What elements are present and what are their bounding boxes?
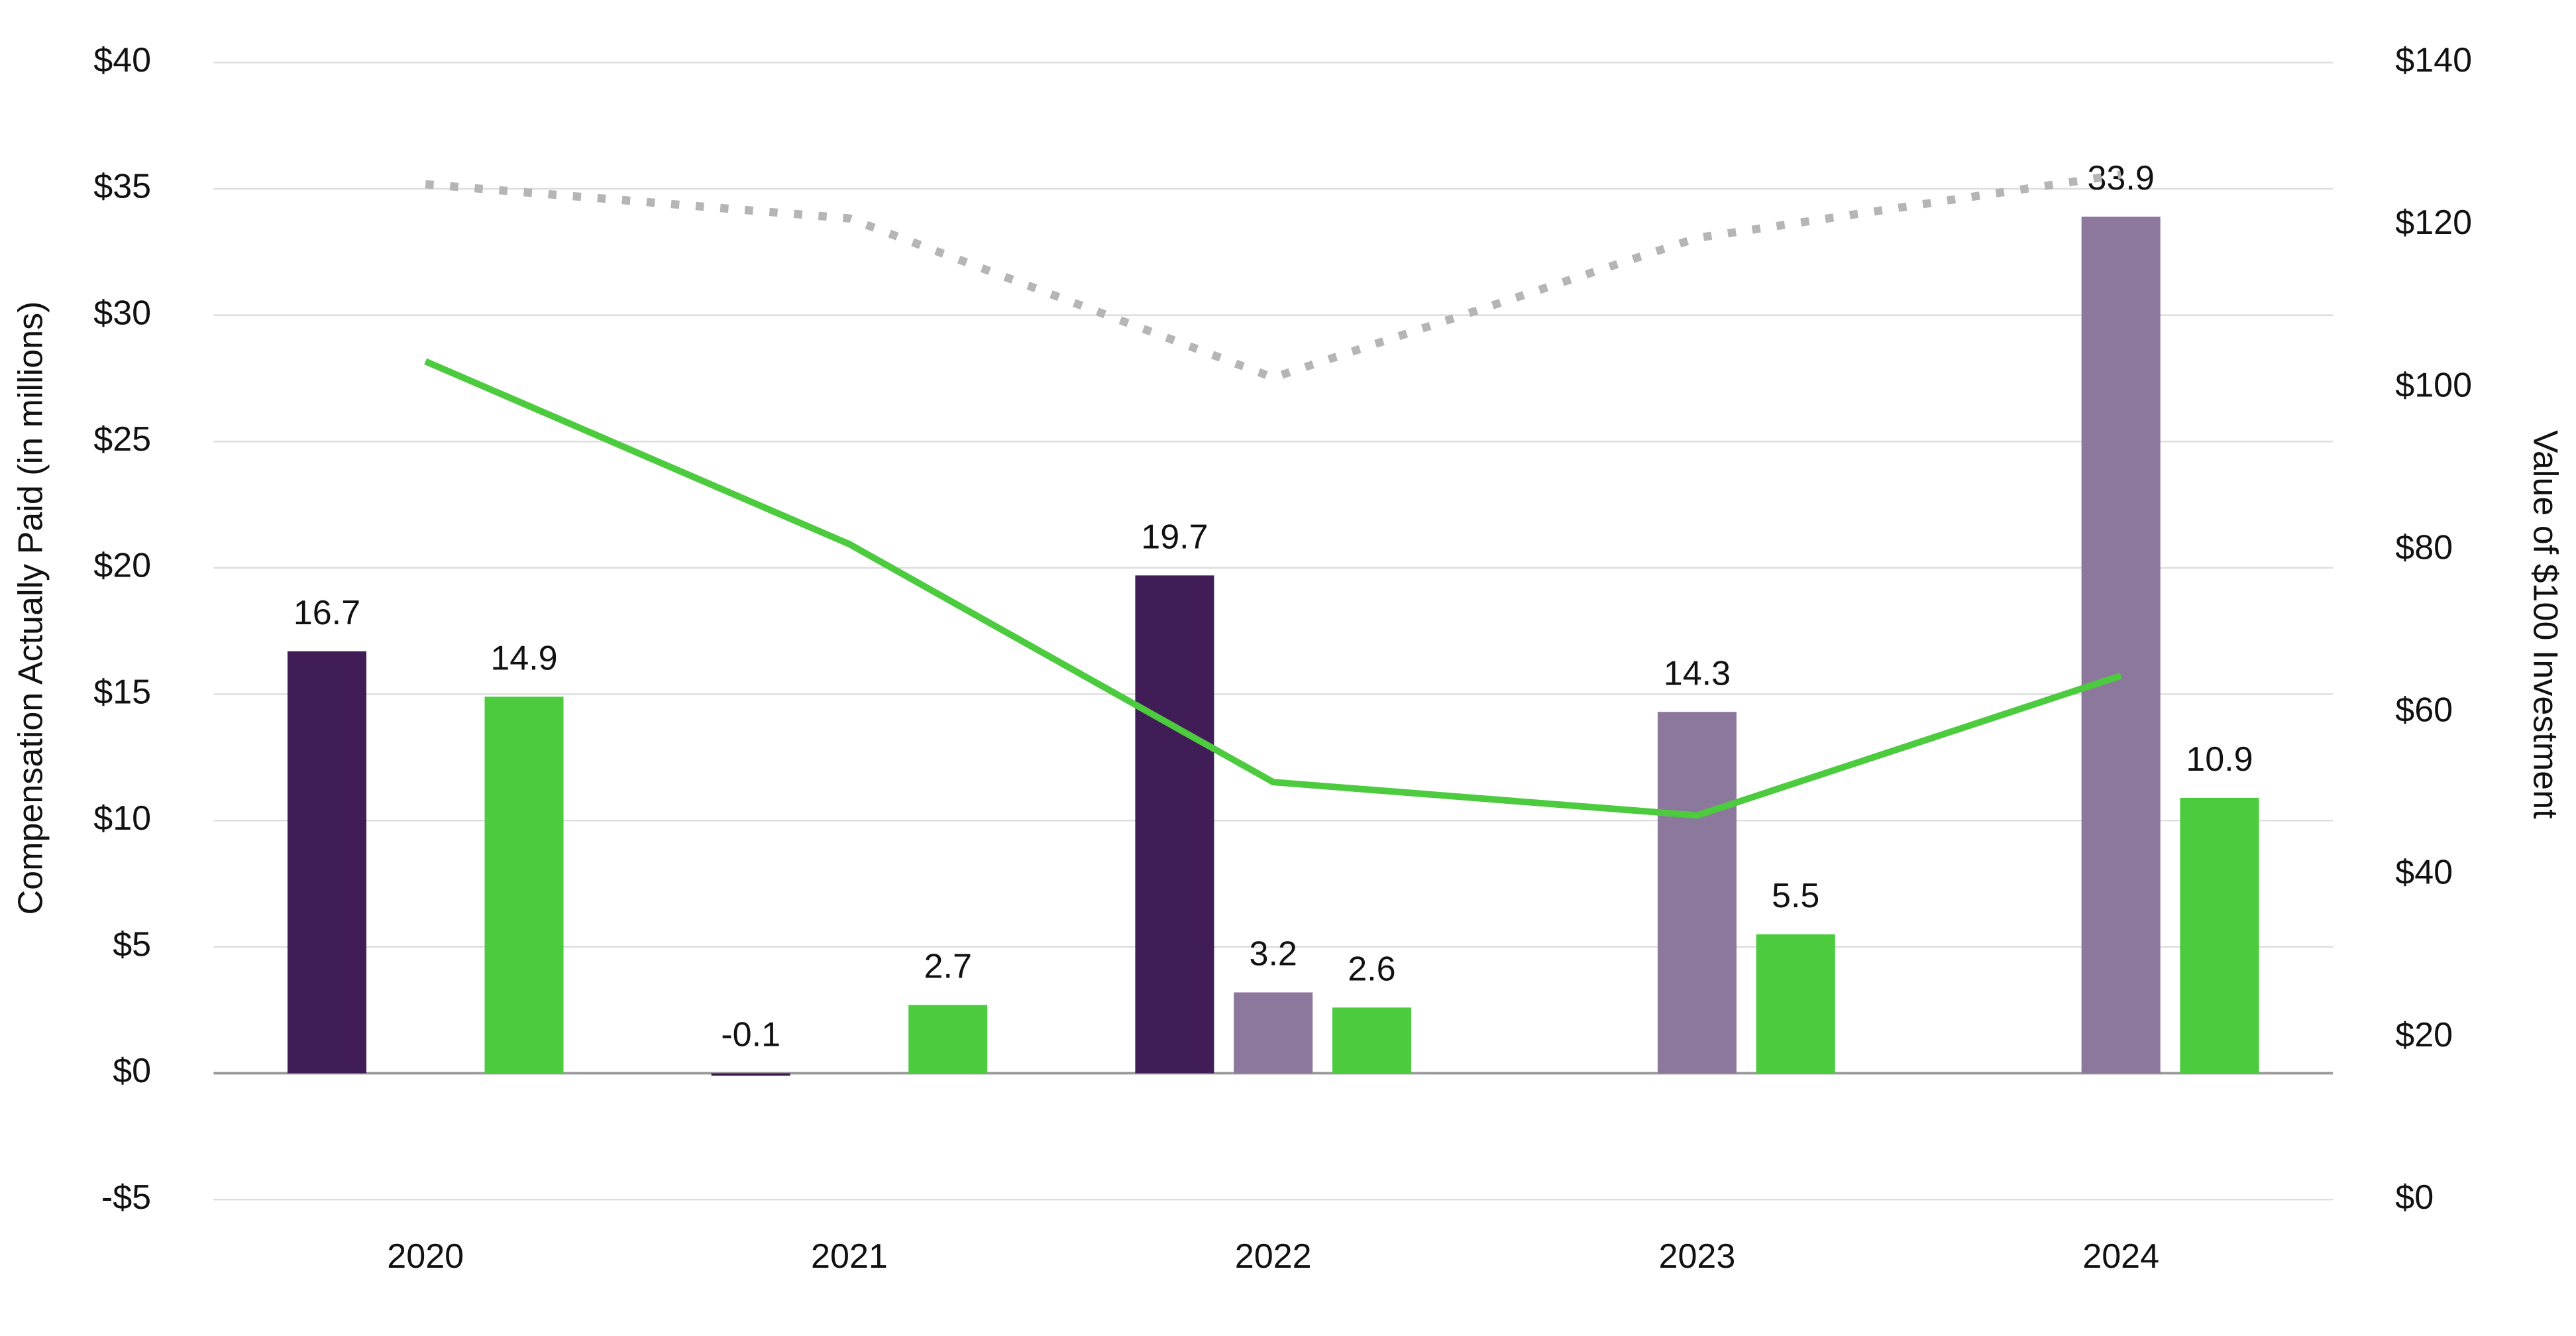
y-tick-label: $5 <box>113 926 151 964</box>
bar <box>484 696 564 1074</box>
y-tick-label: $0 <box>113 1052 151 1090</box>
data-label: -0.1 <box>721 1016 780 1054</box>
x-tick-label: 2023 <box>1659 1237 1736 1276</box>
x-tick-label: 2021 <box>811 1237 888 1276</box>
y-axis-label: Compensation Actually Paid (in millions) <box>11 302 50 915</box>
y-tick-label: $15 <box>93 673 151 711</box>
data-label: 19.7 <box>1141 518 1208 557</box>
data-label: 2.6 <box>1348 950 1395 989</box>
x-tick-label: 2024 <box>2082 1237 2159 1276</box>
bar <box>2081 216 2161 1074</box>
data-label: 14.9 <box>490 640 557 678</box>
y-tick-label: -$5 <box>101 1178 151 1217</box>
y2-tick-label: $40 <box>2395 854 2453 892</box>
bar <box>908 1005 988 1074</box>
dotted-line <box>425 170 2122 382</box>
bar <box>1234 992 1313 1074</box>
bar <box>287 651 366 1074</box>
x-tick-label: 2022 <box>1235 1237 1312 1276</box>
data-label: 5.5 <box>1772 877 1819 915</box>
y-tick-label: $20 <box>93 547 151 585</box>
y-tick-label: $25 <box>93 420 151 459</box>
bar <box>2180 797 2259 1074</box>
data-label: 2.7 <box>924 948 972 986</box>
y-tick-label: $35 <box>93 168 151 206</box>
line <box>424 358 2122 819</box>
bar <box>1332 1007 1411 1074</box>
data-label: 14.3 <box>1664 654 1731 693</box>
y2-tick-label: $80 <box>2395 528 2453 567</box>
bar <box>711 1073 790 1076</box>
data-label: 10.9 <box>2186 740 2253 779</box>
bar <box>1135 575 1214 1074</box>
y2-axis-label: Value of $100 Investment <box>2526 430 2565 819</box>
y2-tick-label: $120 <box>2395 203 2472 242</box>
y2-tick-label: $100 <box>2395 366 2472 404</box>
y-tick-label: $30 <box>93 294 151 332</box>
x-tick-label: 2020 <box>387 1237 464 1276</box>
data-label: 16.7 <box>294 594 360 632</box>
y2-tick-label: $140 <box>2395 41 2472 80</box>
y2-tick-label: $0 <box>2395 1178 2434 1217</box>
y2-tick-label: $20 <box>2395 1016 2453 1054</box>
bar <box>1756 934 1835 1074</box>
y2-tick-label: $60 <box>2395 691 2453 730</box>
data-label: 3.2 <box>1249 935 1297 974</box>
bar <box>1657 712 1737 1074</box>
y-tick-label: $40 <box>93 41 151 80</box>
y-tick-label: $10 <box>93 799 151 838</box>
